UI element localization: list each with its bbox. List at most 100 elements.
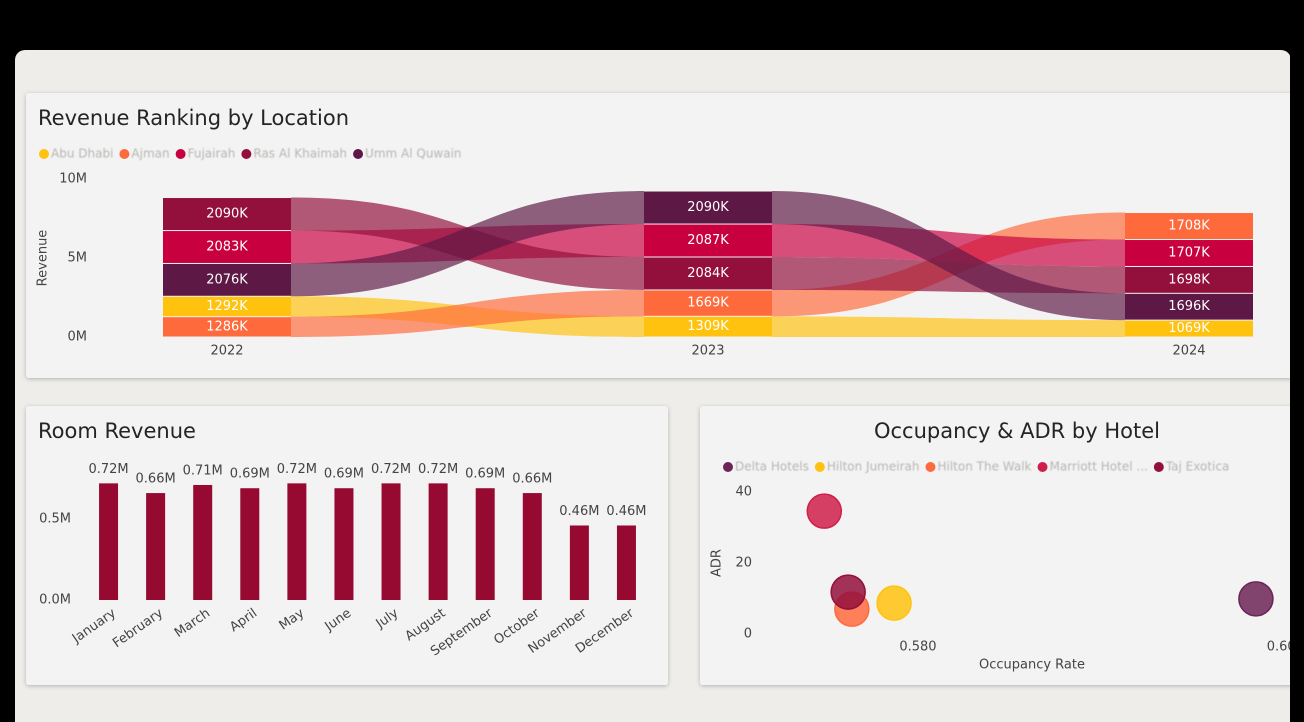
data-label: 1708K <box>1168 219 1210 234</box>
legend-marker <box>119 149 130 159</box>
bar <box>99 483 119 600</box>
data-label: 2076K <box>206 272 248 287</box>
bubble <box>806 493 843 529</box>
legend-label: Fujairah <box>188 147 236 161</box>
data-label: 1707K <box>1168 245 1210 260</box>
bar <box>240 488 260 600</box>
ribbon-bar <box>163 263 291 296</box>
bezel <box>1290 50 1304 722</box>
data-label: 1286K <box>206 319 248 334</box>
bar <box>381 483 401 600</box>
legend-marker <box>925 462 936 472</box>
data-label: 0.66M <box>512 472 552 487</box>
bar <box>522 493 542 600</box>
ribbon <box>291 289 644 337</box>
ribbon-chart: Revenue Ranking by Location Abu Dhabi Ajma… <box>36 106 1253 359</box>
ribbon-bar <box>1125 240 1253 266</box>
legend-label: Hilton The Walk <box>937 460 1031 474</box>
y-tick-label: 0M <box>68 330 88 345</box>
bar <box>475 488 495 600</box>
y-tick-label: 0.5M <box>39 512 71 527</box>
data-label: 0.46M <box>606 504 646 519</box>
legend-label: Ras Al Khaimah <box>253 147 347 161</box>
y-tick-label: 0.0M <box>39 593 71 608</box>
bar <box>193 484 213 600</box>
legend-label: Hilton Jumeirah <box>827 460 920 474</box>
legend-label: Taj Exotica <box>1165 460 1230 474</box>
data-label: 1309K <box>687 319 729 334</box>
legend-marker <box>1153 462 1164 472</box>
ribbon-bar <box>644 191 772 224</box>
data-label: 0.69M <box>465 467 505 482</box>
scatter-chart: Occupancy & ADR by Hotel Delta Hotels Hilt… <box>710 419 1304 673</box>
card <box>700 406 1304 685</box>
x-tick-label: 2024 <box>1172 344 1205 359</box>
legend-marker <box>1037 462 1048 472</box>
x-axis-label: Occupancy Rate <box>979 658 1085 673</box>
data-label: 0.46M <box>559 504 599 519</box>
y-tick-label: 20 <box>735 556 752 571</box>
legend-label: Delta Hotels <box>735 460 809 474</box>
ribbon-bar <box>163 317 291 337</box>
data-label: 0.72M <box>418 462 458 477</box>
ribbon-bar <box>644 290 772 316</box>
bar <box>334 488 354 600</box>
data-label: 2083K <box>206 240 248 255</box>
legend-label: Marriott Hotel ... <box>1050 460 1148 474</box>
legend-marker <box>814 462 825 472</box>
data-label: 0.69M <box>324 467 364 482</box>
ribbon-bar <box>163 231 291 263</box>
data-label: 1696K <box>1168 299 1210 314</box>
legend-marker <box>175 149 186 159</box>
legend-marker <box>353 149 364 159</box>
data-label: 0.71M <box>183 463 223 478</box>
bar <box>616 525 636 600</box>
ribbon <box>291 191 644 297</box>
y-axis-label: Revenue <box>36 230 51 287</box>
data-label: 2087K <box>687 233 729 248</box>
y-tick-label: 40 <box>735 485 752 500</box>
ribbon <box>772 316 1125 337</box>
bubble <box>830 574 866 610</box>
y-tick-label: 0 <box>744 627 752 642</box>
ribbon-bar <box>1125 320 1253 337</box>
data-label: 1069K <box>1168 321 1210 336</box>
ribbon-bar <box>644 224 772 257</box>
bubble <box>876 585 912 621</box>
x-tick-label: 2023 <box>691 344 724 359</box>
data-label: 1292K <box>206 299 248 314</box>
ribbon-bar <box>644 316 772 337</box>
ribbon-bar <box>1125 213 1253 240</box>
legend-label: Ajman <box>131 147 169 161</box>
bar <box>146 493 166 600</box>
y-tick-label: 5M <box>68 251 88 266</box>
data-label: 2090K <box>206 207 248 222</box>
legend-label: Abu Dhabi <box>51 147 113 161</box>
ribbon-bar <box>1125 266 1253 293</box>
bar <box>428 483 448 600</box>
ribbon <box>772 191 1125 321</box>
chart-title: Room Revenue <box>38 419 196 443</box>
bar <box>569 525 589 600</box>
data-label: 0.72M <box>88 462 128 477</box>
x-tick-label: 2022 <box>210 344 243 359</box>
data-label: 0.66M <box>136 472 176 487</box>
x-tick-label: 0.600 <box>1267 640 1304 655</box>
y-tick-label: 10M <box>59 172 87 187</box>
chart-title: Revenue Ranking by Location <box>38 106 349 130</box>
data-label: 0.72M <box>371 462 411 477</box>
ribbon-bar <box>163 296 291 317</box>
ribbon-bar <box>644 257 772 290</box>
legend-label: Umm Al Quwain <box>365 147 462 161</box>
legend-marker <box>241 149 252 159</box>
legend-marker <box>39 149 49 159</box>
chart-title: Occupancy & ADR by Hotel <box>874 419 1160 443</box>
x-tick-label: 0.580 <box>899 640 936 655</box>
data-label: 1698K <box>1168 272 1210 287</box>
data-label: 1669K <box>687 296 729 311</box>
bar <box>287 483 307 600</box>
data-label: 0.69M <box>230 467 270 482</box>
data-label: 0.72M <box>277 462 317 477</box>
